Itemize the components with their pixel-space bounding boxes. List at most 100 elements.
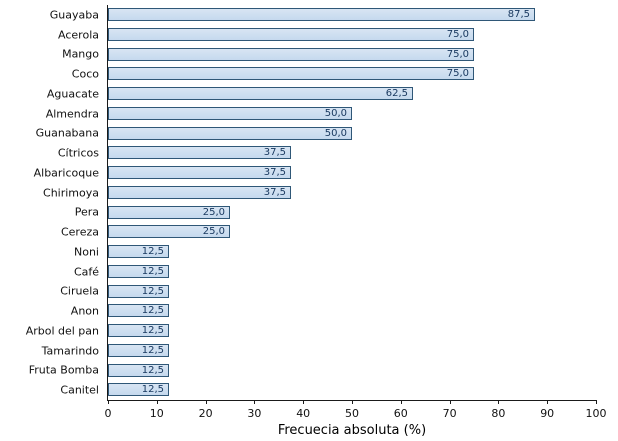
bar: 25,0 (108, 205, 230, 219)
bar: 62,5 (108, 87, 413, 100)
category-label: Almendra (45, 107, 99, 121)
x-axis-label: Frecuecia absoluta (%) (277, 423, 427, 438)
bar-value-label: 12,5 (141, 364, 164, 376)
x-tick-label: 0 (104, 407, 112, 420)
category-label: Mango (62, 47, 99, 61)
bar-value-label: 37,5 (263, 147, 286, 159)
x-tick-label: 90 (540, 407, 555, 420)
chart-row: Guayaba 87,5 (50, 5, 596, 25)
x-tick-label: 30 (247, 407, 262, 420)
bar: 12,5 (108, 383, 169, 397)
category-label: Cereza (60, 225, 99, 239)
category-label: Guanabana (35, 126, 99, 140)
x-tick-mark (449, 400, 451, 404)
bar-value-label: 12,5 (141, 305, 164, 317)
category-label: Coco (71, 67, 99, 81)
bar: 12,5 (108, 324, 169, 337)
bar-value-label: 50,0 (324, 107, 347, 119)
bar: 12,5 (108, 343, 169, 357)
category-label: Café (73, 265, 99, 279)
bar: 12,5 (108, 284, 169, 298)
chart-row: Tamarindo 12,5 (42, 341, 596, 361)
bar-value-label: 12,5 (141, 285, 164, 297)
chart-row: Chirimoya 37,5 (43, 183, 596, 203)
bar-value-label: 12,5 (141, 344, 164, 356)
bar-value-label: 87,5 (507, 9, 530, 20)
category-label: Aguacate (46, 87, 99, 101)
chart-row: Aguacate 62,5 (47, 84, 596, 104)
x-tick-label: 80 (491, 407, 506, 420)
bar: 37,5 (108, 146, 291, 160)
category-label: Anon (70, 304, 99, 318)
bar-value-label: 25,0 (202, 226, 225, 238)
category-label: Cítricos (57, 146, 99, 160)
category-label: Albaricoque (33, 166, 99, 180)
bar-value-label: 12,5 (141, 246, 164, 257)
chart-row: Guanabana 50,0 (36, 124, 596, 144)
bar: 12,5 (108, 304, 169, 318)
bar-value-label: 75,0 (446, 28, 469, 40)
bar-value-label: 12,5 (141, 325, 164, 336)
bar-value-label: 37,5 (263, 186, 286, 198)
bar-value-label: 75,0 (446, 48, 469, 60)
category-label: Acerola (58, 28, 99, 42)
bar: 50,0 (108, 126, 352, 140)
chart-row: Café 12,5 (74, 262, 596, 282)
chart-row: Pera 25,0 (75, 203, 596, 223)
x-tick-label: 50 (345, 407, 359, 420)
bar: 75,0 (108, 67, 474, 81)
bar: 37,5 (108, 185, 291, 199)
category-label: Arbol del pan (25, 324, 99, 338)
chart-row: Albaricoque 37,5 (34, 163, 596, 183)
bar: 25,0 (108, 225, 230, 239)
category-label: Fruta Bomba (28, 363, 99, 377)
category-label: Pera (74, 205, 99, 219)
x-tick-mark (254, 400, 256, 404)
chart-row: Almendra 50,0 (46, 104, 596, 124)
plot-area: Guayaba 87,5 Acerola 75,0 Mango 75,0 Coco 75,0 A… (26, 5, 607, 438)
x-tick-mark (498, 400, 500, 404)
chart-row: Anon 12,5 (71, 301, 596, 321)
chart-row: Ciruela 12,5 (60, 282, 596, 302)
chart-row: Cítricos 37,5 (58, 143, 596, 163)
x-tick-mark (596, 400, 597, 404)
chart-row: Coco 75,0 (72, 64, 596, 84)
bar-value-label: 37,5 (263, 167, 286, 178)
x-tick-mark (400, 400, 402, 404)
bar-value-label: 75,0 (446, 68, 469, 80)
category-label: Chirimoya (43, 186, 99, 200)
category-label: Tamarindo (41, 344, 99, 358)
bar: 75,0 (108, 47, 474, 61)
x-tick-label: 20 (198, 407, 213, 420)
x-tick-mark (108, 400, 109, 404)
chart-row: Acerola 75,0 (58, 25, 596, 45)
bar-value-label: 12,5 (141, 384, 164, 396)
category-label: Canitel (60, 383, 99, 397)
x-tick-label: 40 (296, 407, 311, 420)
category-label: Guayaba (49, 8, 99, 22)
bar: 75,0 (108, 27, 474, 41)
bar-value-label: 62,5 (385, 88, 408, 99)
x-tick-mark (303, 400, 305, 404)
bar: 37,5 (108, 166, 291, 179)
x-tick-label: 100 (585, 407, 607, 420)
x-tick-mark (156, 400, 158, 404)
bar-value-label: 12,5 (141, 265, 164, 277)
category-label: Ciruela (60, 284, 99, 298)
bar: 50,0 (108, 106, 352, 120)
x-tick-mark (547, 400, 549, 404)
chart-row: Fruta Bomba 12,5 (29, 361, 596, 381)
bar: 87,5 (108, 8, 535, 21)
chart-row: Noni 12,5 (74, 242, 596, 262)
chart-row: Mango 75,0 (62, 45, 596, 65)
bar: 12,5 (108, 245, 169, 258)
x-tick-label: 60 (393, 407, 408, 420)
x-tick-label: 70 (442, 407, 457, 420)
x-tick-mark (205, 400, 207, 404)
bar: 12,5 (108, 363, 169, 377)
x-tick-label: 10 (149, 407, 164, 420)
category-label: Noni (74, 245, 99, 259)
bar: 12,5 (108, 264, 169, 278)
x-tick-mark (352, 400, 353, 404)
